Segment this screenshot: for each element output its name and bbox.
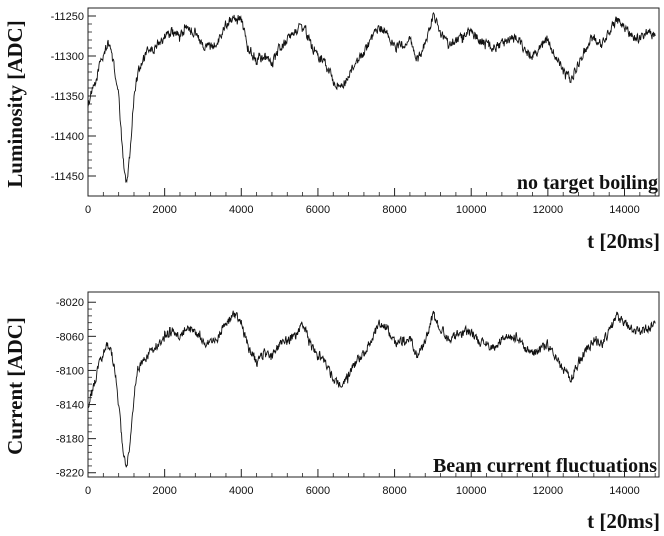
current-y-tick-label: -8060 [56,331,84,343]
luminosity-series-line [87,11,656,184]
current-y-axis-title: Current [ADC] [3,317,27,455]
luminosity-y-tick-label: -11450 [51,171,84,183]
current-plot-frame [87,291,660,478]
luminosity-y-ticks: -11250 -11300 -11350 -11400 -11450 [51,11,96,183]
luminosity-y-axis-title: Luminosity [ADC] [3,20,27,187]
luminosity-y-tick-label: -11400 [51,131,84,143]
current-y-tick-label: -8220 [56,468,84,480]
current-y-tick-label: -8020 [56,297,84,309]
current-x-tick-label: 14000 [609,485,640,497]
luminosity-x-ticks: 0 2000 4000 6000 8000 10000 12000 14000 [85,188,656,216]
luminosity-x-tick-label: 6000 [306,204,330,216]
luminosity-y-tick-label: -11350 [51,91,84,103]
current-y-ticks: -8020 -8060 -8100 -8140 -8180 -8220 [56,297,96,480]
luminosity-annotation: no target boiling [517,172,658,194]
current-x-tick-label: 4000 [229,485,253,497]
current-x-tick-label: 0 [85,485,91,497]
current-panel: Beam current fluctuations t [20ms] Curre… [3,291,660,533]
luminosity-x-tick-label: 0 [85,204,91,216]
current-y-tick-label: -8140 [56,400,84,412]
luminosity-x-tick-label: 8000 [382,204,406,216]
luminosity-x-tick-label: 14000 [609,204,640,216]
current-x-tick-label: 8000 [382,485,406,497]
current-x-tick-label: 2000 [152,485,176,497]
current-x-tick-label: 12000 [533,485,564,497]
current-x-tick-label: 6000 [306,485,330,497]
luminosity-panel: no target boiling t [20ms] Luminosity [A… [3,7,660,253]
luminosity-x-axis-title: t [20ms] [587,229,660,253]
luminosity-y-tick-label: -11250 [51,11,84,23]
luminosity-x-tick-label: 4000 [229,204,253,216]
current-y-tick-label: -8100 [56,365,84,377]
current-x-tick-label: 10000 [456,485,487,497]
current-series-line [87,310,656,468]
current-annotation: Beam current fluctuations [433,455,657,477]
current-x-ticks: 0 2000 4000 6000 8000 10000 12000 14000 [85,469,656,497]
current-y-tick-label: -8180 [56,434,84,446]
luminosity-x-tick-label: 2000 [152,204,176,216]
luminosity-x-tick-label: 12000 [533,204,564,216]
current-x-axis-title: t [20ms] [587,509,660,533]
luminosity-y-tick-label: -11300 [51,51,84,63]
luminosity-x-tick-label: 10000 [456,204,487,216]
